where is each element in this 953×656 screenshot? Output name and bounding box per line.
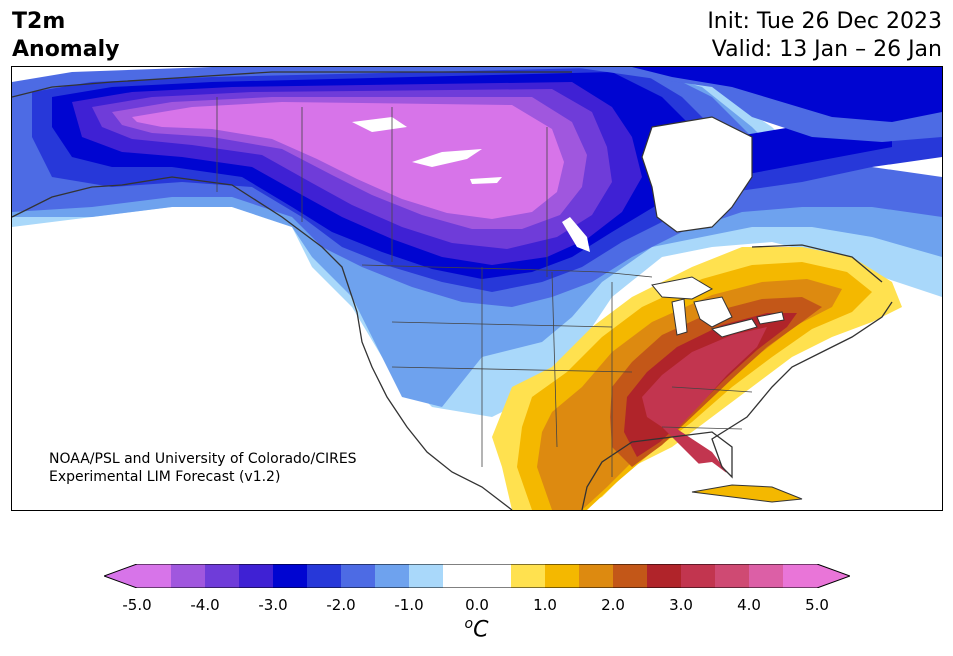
credit-line2: Experimental LIM Forecast (v1.2) [49,469,281,485]
colorbar-segment [171,564,206,588]
colorbar-segment [681,564,716,588]
political-borders [216,97,753,477]
map-title-line1: T2m [12,9,66,34]
map-svg [12,67,942,510]
colorbar-tick-label: -5.0 [122,596,152,614]
cuba [691,484,803,503]
colorbar-segment [477,564,512,588]
credit-line1: NOAA/PSL and University of Colorado/CIRE… [49,451,357,467]
map-title-line2: Anomaly [12,37,120,62]
colorbar-tick-label: 1.0 [533,596,557,614]
anomaly-band-cold-9 [132,102,564,219]
coastlines [12,71,893,510]
colorbar-ticks: -5.0 -4.0 -3.0 -2.0 -1.0 0.0 1.0 2.0 3.0 4.0 5.0 [0,596,953,616]
anomaly-map: NOAA/PSL and University of Colorado/CIRE… [11,66,943,511]
colorbar-tick-label: -4.0 [190,596,220,614]
colorbar-over-triangle [817,564,850,588]
hudson-bay [641,116,753,233]
colorbar-segment [137,564,172,588]
gulf-of-mexico [602,462,752,510]
colorbar-unit: oC [0,616,953,642]
colorbar-segment [579,564,614,588]
arctic-cold-core [632,67,942,122]
colorbar-segment [783,564,818,588]
map-title: T2m Anomaly [12,8,119,64]
colorbar-tick-label: -3.0 [258,596,288,614]
colorbar-segment [545,564,580,588]
data-credit: NOAA/PSL and University of Colorado/CIRE… [49,450,357,486]
forecast-dates: Init: Tue 26 Dec 2023 Valid: 13 Jan – 26… [707,8,942,64]
unit-celsius: C [473,617,489,643]
colorbar-tick-label: 3.0 [669,596,693,614]
valid-date: Valid: 13 Jan – 26 Jan [711,37,942,62]
canadian-lakes [352,117,590,252]
colorbar-tick-label: 4.0 [737,596,761,614]
great-lakes [651,276,785,338]
colorbar-tick-label: 2.0 [601,596,625,614]
colorbar-under-triangle [104,564,137,588]
colorbar-tick-label: 5.0 [805,596,829,614]
anomaly-band-warm-6 [642,327,767,477]
colorbar-segment [647,564,682,588]
colorbar-segment [375,564,410,588]
colorbar-segment [273,564,308,588]
colorbar-segment [749,564,784,588]
colorbar-tick-label: 0.0 [465,596,489,614]
colorbar-segment [511,564,546,588]
colorbar-tick-label: -2.0 [326,596,356,614]
colorbar-segment [443,564,478,588]
colorbar-segment [341,564,376,588]
colorbar-segment [205,564,240,588]
colorbar-tick-label: -1.0 [394,596,424,614]
colorbar-segment [239,564,274,588]
colorbar-segment [613,564,648,588]
unit-degree: o [464,616,474,632]
colorbar-segment [409,564,444,588]
colorbar-segment [307,564,342,588]
colorbar-segment [715,564,750,588]
init-date: Init: Tue 26 Dec 2023 [707,9,942,34]
colorbar [104,564,850,588]
